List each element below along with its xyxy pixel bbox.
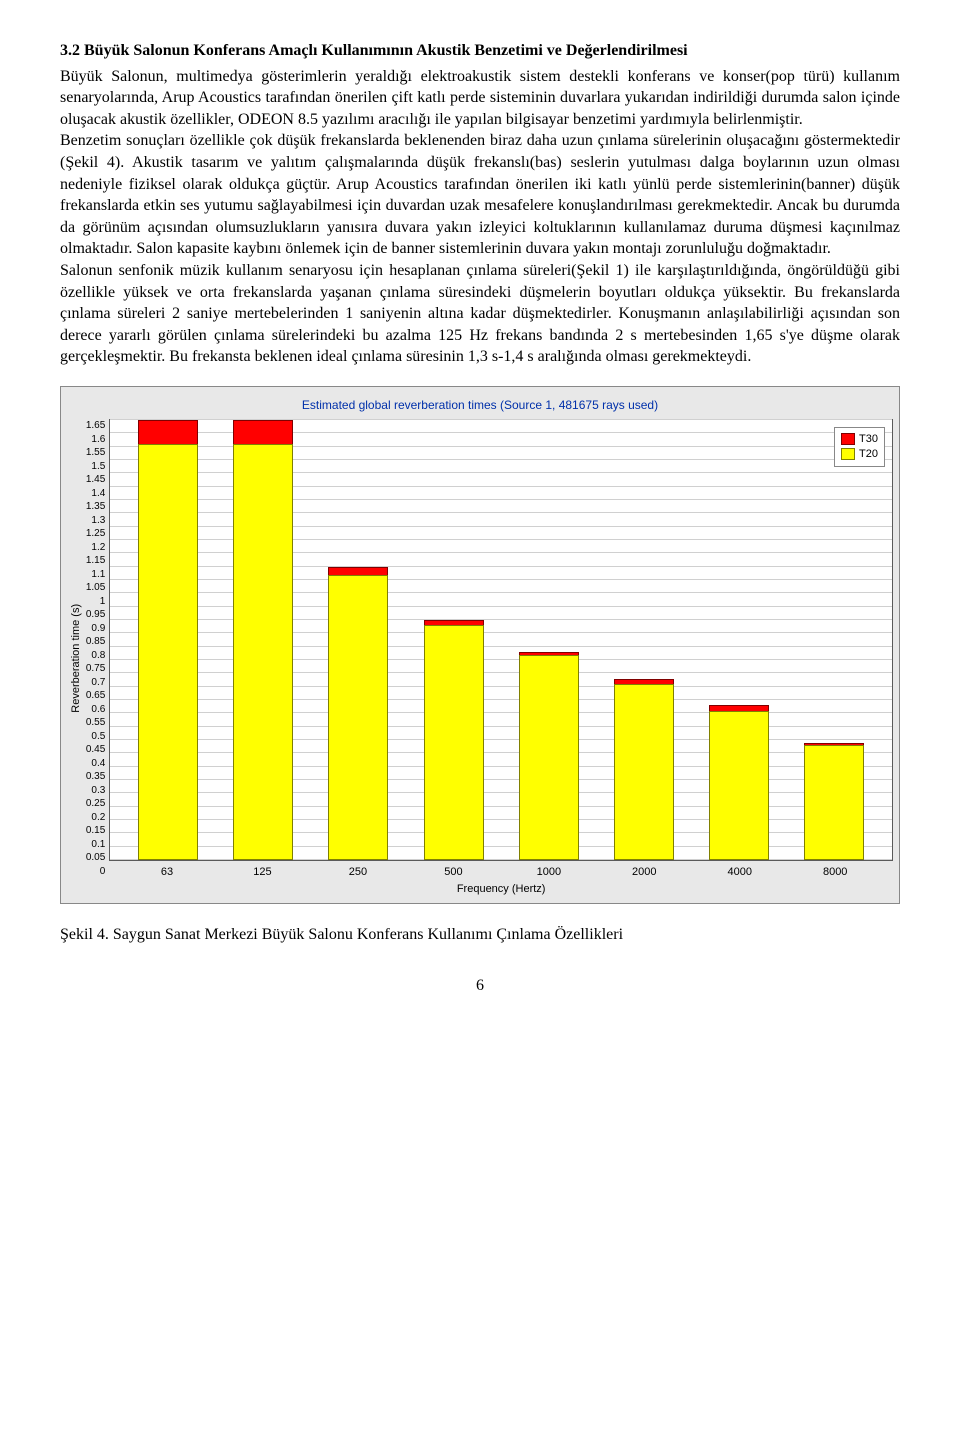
x-tick: 63	[137, 865, 197, 880]
chart-legend: T30T20	[834, 427, 885, 467]
y-tick: 0.3	[86, 784, 105, 798]
bar-t20	[709, 711, 769, 860]
y-tick: 0.7	[86, 676, 105, 690]
y-tick: 1.25	[86, 527, 105, 541]
y-tick: 0.45	[86, 743, 105, 757]
figure-caption: Şekil 4. Saygun Sanat Merkezi Büyük Salo…	[60, 924, 900, 946]
y-tick: 0.65	[86, 689, 105, 703]
x-tick: 500	[423, 865, 483, 880]
y-tick: 0.35	[86, 770, 105, 784]
y-axis-label: Reverberation time (s)	[67, 419, 86, 897]
bar-t20	[614, 684, 674, 860]
y-tick: 1.15	[86, 554, 105, 568]
bar-t20	[328, 575, 388, 860]
y-tick: 1	[86, 595, 105, 609]
y-tick: 0.8	[86, 649, 105, 663]
bar-t20	[233, 444, 293, 860]
bar-t20	[804, 745, 864, 860]
y-tick: 0.5	[86, 730, 105, 744]
legend-swatch	[841, 448, 855, 460]
x-tick: 125	[232, 865, 292, 880]
y-tick: 0.85	[86, 635, 105, 649]
y-tick: 0.75	[86, 662, 105, 676]
legend-label: T30	[859, 432, 878, 447]
y-tick: 0.6	[86, 703, 105, 717]
section-heading: 3.2 Büyük Salonun Konferans Amaçlı Kulla…	[60, 40, 900, 62]
y-tick: 1.55	[86, 446, 105, 460]
page-number: 6	[60, 975, 900, 997]
body-paragraph: Büyük Salonun, multimedya gösterimlerin …	[60, 66, 900, 368]
y-tick: 0.4	[86, 757, 105, 771]
y-tick: 1.2	[86, 541, 105, 555]
y-tick: 1.5	[86, 460, 105, 474]
y-tick: 0.95	[86, 608, 105, 622]
y-axis-ticks: 1.651.61.551.51.451.41.351.31.251.21.151…	[86, 419, 109, 859]
chart-title: Estimated global reverberation times (So…	[67, 397, 893, 413]
y-tick: 1.45	[86, 473, 105, 487]
chart-container: Estimated global reverberation times (So…	[60, 386, 900, 904]
plot-area	[109, 419, 893, 861]
y-tick: 0.15	[86, 824, 105, 838]
x-axis-label: Frequency (Hertz)	[109, 882, 893, 897]
paragraph-text: Salonun senfonik müzik kullanım senaryos…	[60, 262, 900, 365]
y-tick: 1.4	[86, 487, 105, 501]
legend-row: T20	[841, 447, 878, 462]
y-tick: 1.05	[86, 581, 105, 595]
paragraph-text: Büyük Salonun, multimedya gösterimlerin …	[60, 68, 900, 128]
x-tick: 2000	[614, 865, 674, 880]
legend-swatch	[841, 433, 855, 445]
y-tick: 1.1	[86, 568, 105, 582]
y-tick: 0.2	[86, 811, 105, 825]
y-tick: 0	[86, 865, 105, 879]
bar-t20	[138, 444, 198, 860]
bar-t20	[424, 625, 484, 860]
y-tick: 0.25	[86, 797, 105, 811]
paragraph-text: Benzetim sonuçları özellikle çok düşük f…	[60, 132, 900, 257]
x-axis-ticks: 63 125 250 500 1000 2000 4000 8000	[109, 861, 893, 880]
x-tick: 250	[328, 865, 388, 880]
y-tick: 0.1	[86, 838, 105, 852]
y-tick: 0.9	[86, 622, 105, 636]
legend-row: T30	[841, 432, 878, 447]
x-tick: 1000	[519, 865, 579, 880]
x-tick: 8000	[805, 865, 865, 880]
y-tick: 1.6	[86, 433, 105, 447]
y-tick: 0.05	[86, 851, 105, 865]
y-tick: 1.35	[86, 500, 105, 514]
y-tick: 1.65	[86, 419, 105, 433]
x-tick: 4000	[710, 865, 770, 880]
y-tick: 0.55	[86, 716, 105, 730]
bar-t20	[519, 655, 579, 860]
y-tick: 1.3	[86, 514, 105, 528]
legend-label: T20	[859, 447, 878, 462]
